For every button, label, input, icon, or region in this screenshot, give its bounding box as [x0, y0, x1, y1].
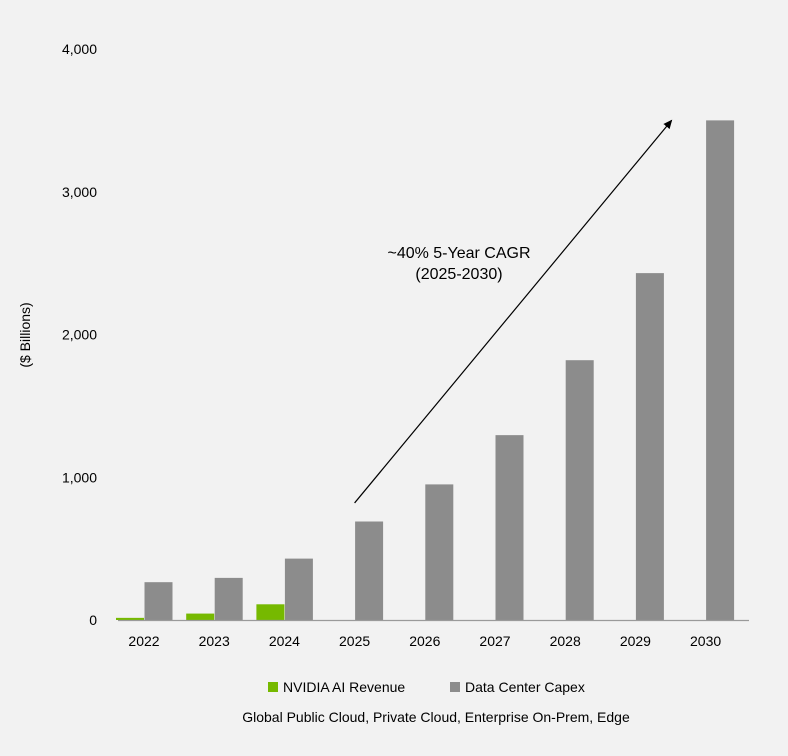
x-tick-label: 2026	[409, 633, 440, 649]
annotation-line-1: ~40% 5-Year CAGR	[387, 245, 530, 262]
y-tick-label: 2,000	[62, 327, 97, 343]
legend-label-nvidia-ai-revenue: NVIDIA AI Revenue	[283, 679, 405, 695]
legend-swatch-data-center-capex	[450, 682, 460, 692]
bar-nvidia-ai-revenue-2024	[256, 604, 285, 620]
x-tick-label: 2022	[128, 633, 159, 649]
bar-data-center-capex-2027	[495, 435, 524, 620]
bar-data-center-capex-2023	[214, 577, 243, 620]
annotation-line-2: (2025-2030)	[415, 266, 502, 283]
y-tick-label: 3,000	[62, 184, 97, 200]
y-axis-label: ($ Billions)	[17, 302, 33, 367]
x-tick-label: 2027	[479, 633, 510, 649]
bar-data-center-capex-2028	[565, 360, 594, 620]
x-tick-label: 2030	[690, 633, 721, 649]
bar-data-center-capex-2029	[635, 273, 664, 620]
bar-nvidia-ai-revenue-2022	[116, 617, 144, 620]
chart-subtitle: Global Public Cloud, Private Cloud, Ente…	[242, 709, 630, 725]
legend-label-data-center-capex: Data Center Capex	[465, 679, 585, 695]
y-tick-label: 4,000	[62, 41, 97, 57]
x-tick-label: 2025	[339, 633, 370, 649]
y-tick-label: 0	[89, 612, 97, 628]
y-tick-label: 1,000	[62, 469, 97, 485]
x-tick-label: 2029	[620, 633, 651, 649]
bar-data-center-capex-2025	[355, 521, 384, 620]
bar-data-center-capex-2030	[706, 120, 735, 620]
bar-data-center-capex-2022	[144, 582, 173, 620]
x-tick-label: 2023	[199, 633, 230, 649]
bars	[116, 120, 735, 620]
legend-swatch-nvidia-ai-revenue	[268, 682, 278, 692]
cagr-arrow	[354, 119, 673, 504]
x-tick-label: 2028	[550, 633, 581, 649]
legend: NVIDIA AI Revenue Data Center Capex	[268, 679, 585, 695]
y-axis: 0 1,000 2,000 3,000 4,000	[62, 41, 97, 628]
bar-data-center-capex-2026	[425, 484, 454, 620]
bar-data-center-capex-2024	[284, 558, 313, 620]
x-tick-label: 2024	[269, 633, 300, 649]
bar-nvidia-ai-revenue-2023	[186, 613, 215, 620]
x-axis: 2022 2023 2024 2025 2026 2027 2028 2029 2030	[128, 633, 721, 649]
